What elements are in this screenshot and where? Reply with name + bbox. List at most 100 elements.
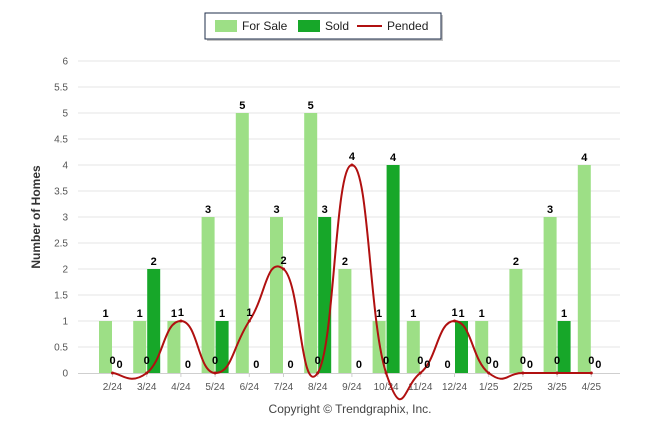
- data-label-pended: 0: [383, 355, 389, 367]
- x-tick-label: 4/24: [171, 382, 191, 393]
- pended-point: [453, 319, 456, 323]
- bar-for-sale: [167, 321, 181, 373]
- bar-for-sale: [99, 321, 112, 373]
- data-label-pended: 1: [178, 307, 184, 319]
- data-label-sold: 0: [356, 359, 362, 371]
- data-label-pended: 1: [451, 307, 457, 319]
- data-label-sold: 4: [390, 152, 397, 164]
- pended-line: [111, 163, 593, 401]
- bar-for-sale: [270, 217, 283, 373]
- data-label-pended: 0: [417, 355, 423, 367]
- x-tick-label: 11/24: [408, 382, 433, 393]
- x-tick-label: 12/24: [442, 382, 467, 393]
- x-tick-label: 2/25: [513, 382, 533, 393]
- data-label-pended: 0: [588, 355, 594, 367]
- bar-sold: [557, 321, 571, 373]
- data-label-sold: 0: [253, 359, 259, 371]
- x-tick-label: 10/24: [374, 382, 399, 393]
- data-label-pended: 0: [109, 355, 115, 367]
- y-axis-label: Number of Homes: [29, 165, 43, 269]
- data-label-for-sale: 2: [342, 256, 348, 268]
- pended-point: [487, 371, 491, 375]
- legend-frame: [204, 12, 442, 40]
- data-label-pended: 0: [315, 355, 321, 367]
- copyright-footer: Copyright © Trendgraphix, Inc.: [269, 402, 432, 416]
- x-tick-label: 6/24: [240, 382, 260, 393]
- y-tick-label: 3.5: [54, 187, 68, 198]
- x-tick-label: 1/25: [479, 382, 499, 393]
- data-label-pended: 4: [349, 151, 356, 163]
- y-tick-label: 2.5: [54, 239, 68, 250]
- data-label-sold: 2: [151, 256, 157, 268]
- data-label-pended: 0: [486, 355, 492, 367]
- y-tick-label: 0.5: [54, 343, 68, 354]
- bar-for-sale: [543, 217, 557, 373]
- data-label-sold: 3: [322, 204, 328, 216]
- data-label-sold: 0: [116, 359, 122, 371]
- bar-sold: [147, 269, 161, 373]
- pended-point: [145, 371, 149, 375]
- x-tick-label: 8/24: [308, 382, 328, 393]
- x-tick-label: 3/24: [137, 382, 157, 393]
- legend-label-sold: Sold: [325, 19, 349, 33]
- data-label-sold: 0: [493, 359, 499, 371]
- pended-point: [555, 371, 559, 375]
- x-tick-label: 7/24: [274, 382, 294, 393]
- bar-for-sale: [577, 165, 591, 373]
- bar-for-sale: [338, 269, 352, 373]
- bar-for-sale: [406, 321, 420, 373]
- y-tick-label: 1: [62, 317, 68, 328]
- data-label-for-sale: 3: [273, 204, 279, 216]
- y-tick-label: 2: [62, 265, 68, 276]
- pended-point: [179, 319, 183, 323]
- y-tick-label: 5.5: [54, 83, 68, 94]
- y-tick-label: 4: [62, 161, 68, 172]
- data-label-pended: 0: [520, 355, 526, 367]
- data-label-sold: 1: [219, 308, 225, 320]
- bar-for-sale: [235, 113, 249, 373]
- bar-for-sale: [509, 269, 523, 373]
- data-label-sold: 0: [424, 359, 430, 371]
- legend: For Sale Sold Pended: [204, 12, 443, 41]
- y-tick-label: 4.5: [54, 135, 68, 146]
- legend-swatch-for-sale: [215, 20, 237, 32]
- data-label-for-sale: 0: [444, 359, 450, 371]
- data-label-sold: 1: [561, 308, 567, 320]
- pended-point: [418, 371, 422, 375]
- data-label-sold: 0: [595, 359, 601, 371]
- data-label-for-sale: 3: [205, 204, 211, 216]
- y-tick-label: 0: [62, 369, 68, 380]
- data-label-for-sale: 1: [171, 308, 177, 320]
- data-label-for-sale: 1: [102, 308, 108, 320]
- x-tick-label: 2/24: [103, 382, 123, 393]
- axes: 0 0.5 1 1.5 2 2.5 3 3.5 4 4.5 5 5.5 6 2/24 3/24 4/24 5/2…: [54, 57, 620, 393]
- data-label-pended: 1: [246, 307, 252, 319]
- data-label-sold: 0: [185, 359, 191, 371]
- bar-for-sale: [304, 113, 318, 373]
- pended-point: [350, 163, 354, 167]
- data-label-for-sale: 5: [308, 100, 314, 112]
- bar-sold: [215, 321, 229, 373]
- pended-point: [521, 371, 525, 375]
- data-label-for-sale: 1: [410, 308, 416, 320]
- x-tick-label: 3/25: [547, 382, 567, 393]
- data-label-for-sale: 1: [137, 308, 143, 320]
- data-label-for-sale: 3: [547, 204, 553, 216]
- bar-sold: [386, 165, 400, 373]
- pended-point: [316, 371, 320, 375]
- pended-point: [282, 267, 285, 271]
- data-label-pended: 0: [212, 355, 218, 367]
- x-tick-label: 4/25: [582, 382, 602, 393]
- legend-label-for-sale: For Sale: [242, 19, 288, 33]
- pended-point: [589, 371, 593, 375]
- x-tick-label: 5/24: [205, 382, 225, 393]
- data-label-for-sale: 1: [376, 308, 382, 320]
- data-label-for-sale: 1: [479, 308, 485, 320]
- data-label-sold: 1: [458, 308, 464, 320]
- y-tick-label: 3: [62, 213, 68, 224]
- pended-point: [384, 371, 388, 375]
- bar-sold: [455, 321, 468, 373]
- pended-point: [247, 319, 251, 323]
